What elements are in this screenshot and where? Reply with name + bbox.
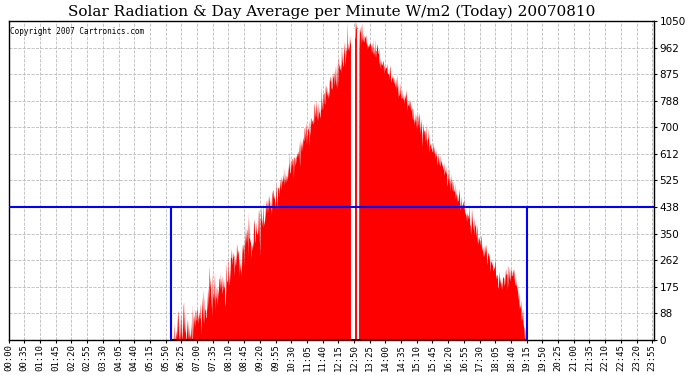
Bar: [171, 207, 526, 340]
Text: Copyright 2007 Cartronics.com: Copyright 2007 Cartronics.com: [10, 27, 144, 36]
Title: Solar Radiation & Day Average per Minute W/m2 (Today) 20070810: Solar Radiation & Day Average per Minute…: [68, 4, 595, 18]
